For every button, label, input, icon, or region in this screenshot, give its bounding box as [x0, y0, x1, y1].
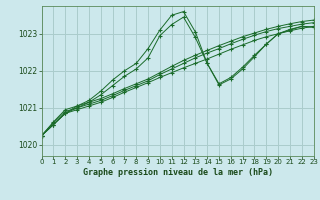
X-axis label: Graphe pression niveau de la mer (hPa): Graphe pression niveau de la mer (hPa) [83, 168, 273, 177]
